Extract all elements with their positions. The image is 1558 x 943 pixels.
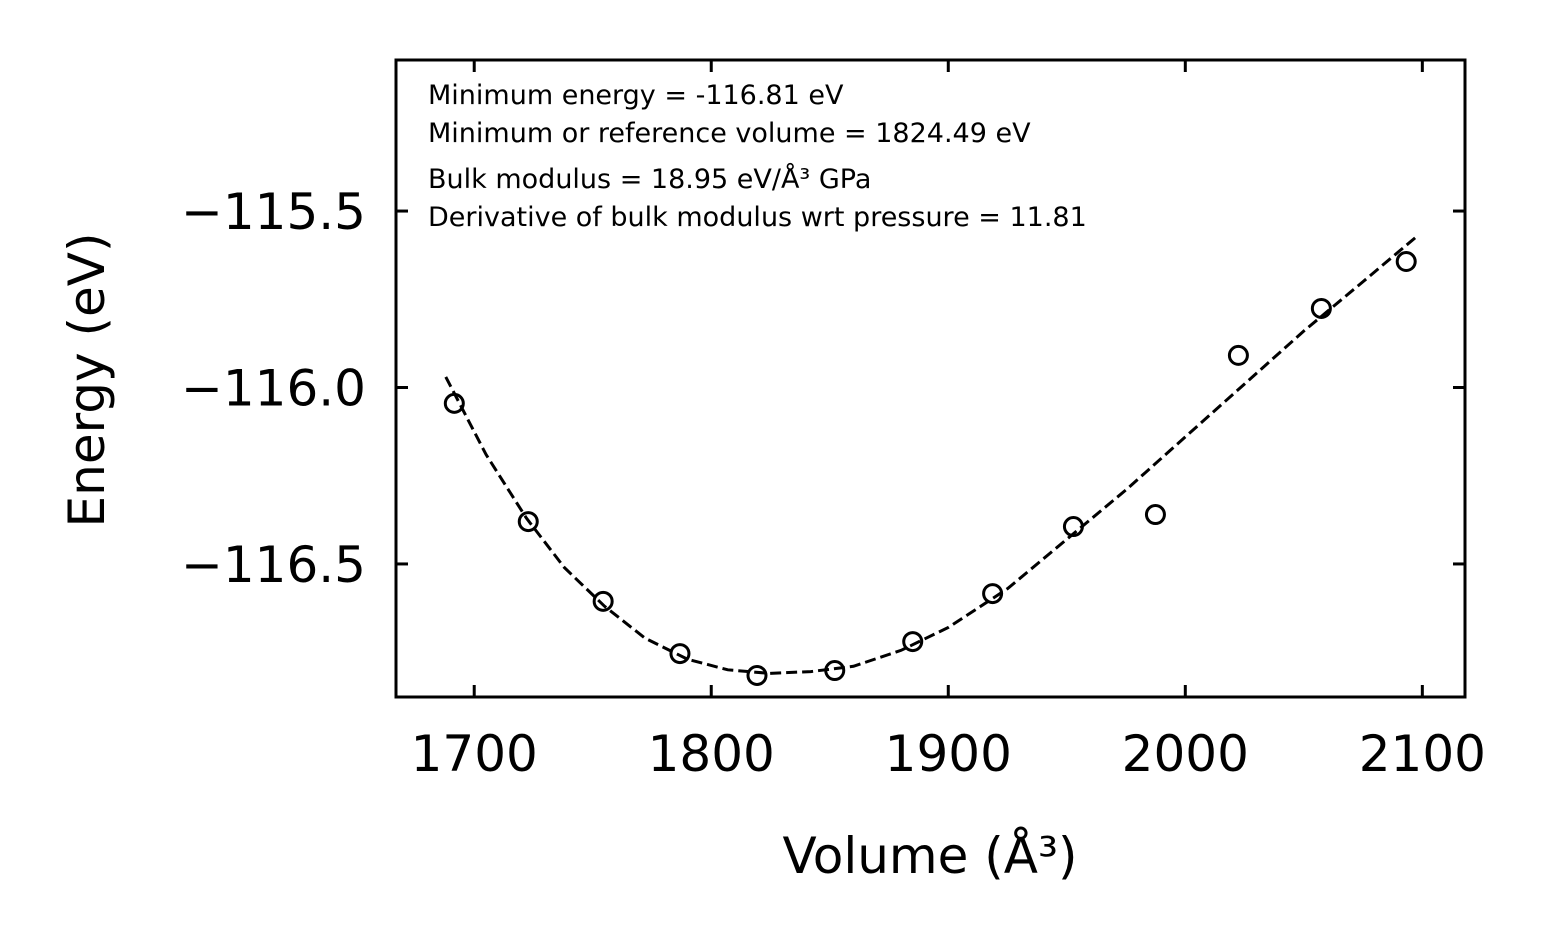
annotation-min-volume: Minimum or reference volume = 1824.49 eV — [428, 118, 1031, 149]
data-point — [1227, 344, 1249, 366]
annotation-min-energy: Minimum energy = -116.81 eV — [428, 80, 844, 111]
x-axis-label: Volume (Å³) — [782, 827, 1077, 885]
x-tick-label: 1900 — [885, 725, 1012, 783]
data-point — [746, 664, 768, 686]
data-point — [443, 392, 465, 414]
y-tick-label: −116.5 — [181, 536, 366, 594]
annotation-bulk-modulus: Bulk modulus = 18.95 eV/Å³ GPa — [428, 163, 871, 195]
x-tick-label: 2100 — [1359, 725, 1486, 783]
data-point — [1144, 504, 1166, 526]
data-point — [669, 643, 691, 665]
data-point — [824, 660, 846, 682]
x-tick-label: 2000 — [1122, 725, 1249, 783]
annotation-bulk-modulus-derivative: Derivative of bulk modulus wrt pressure … — [428, 202, 1087, 233]
y-tick-label: −116.0 — [181, 359, 366, 417]
plot-frame — [394, 58, 1467, 699]
data-point — [1062, 516, 1084, 538]
data-point — [592, 590, 614, 612]
data-point — [902, 631, 924, 653]
data-point — [1395, 251, 1417, 273]
data-point — [982, 583, 1004, 605]
data-point — [1310, 297, 1332, 319]
y-axis-label: Energy (eV) — [58, 233, 116, 528]
y-tick-label: −115.5 — [181, 183, 366, 241]
data-point — [517, 511, 539, 533]
fit-curve — [444, 234, 1419, 675]
x-tick-label: 1700 — [411, 725, 538, 783]
x-tick-label: 1800 — [648, 725, 775, 783]
fit-parameters-annotation: Minimum energy = -116.81 eV Minimum or r… — [428, 80, 1087, 233]
